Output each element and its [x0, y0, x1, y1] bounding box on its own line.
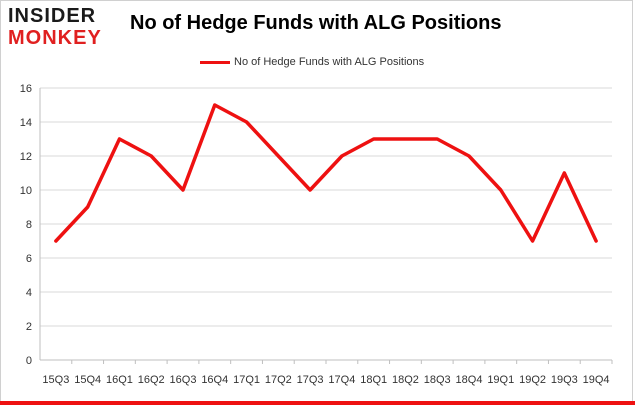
data-point	[531, 239, 535, 243]
data-point	[435, 137, 439, 141]
y-tick-label: 2	[26, 321, 32, 333]
data-point	[117, 137, 121, 141]
x-tick-label: 19Q3	[551, 374, 578, 386]
chart-legend: No of Hedge Funds with ALG Positions	[200, 55, 424, 69]
y-tick-label: 14	[20, 117, 32, 129]
data-point	[149, 154, 153, 158]
x-tick-label: 16Q4	[201, 374, 228, 386]
y-tick-label: 0	[26, 355, 32, 367]
x-tick-label: 17Q2	[265, 374, 292, 386]
logo-line-1: INSIDER	[8, 5, 97, 27]
y-tick-label: 16	[20, 83, 32, 95]
data-point	[562, 171, 566, 175]
x-tick-label: 16Q3	[170, 374, 197, 386]
legend-swatch	[200, 60, 230, 64]
data-point	[86, 205, 90, 209]
data-point	[403, 137, 407, 141]
x-tick-label: 17Q4	[328, 374, 355, 386]
x-tick-label: 19Q4	[583, 374, 610, 386]
insider-monkey-logo: INSIDER MONKEY	[8, 6, 118, 48]
data-point	[213, 103, 217, 107]
x-tick-label: 15Q3	[42, 374, 69, 386]
x-tick-label: 18Q1	[360, 374, 387, 386]
y-tick-label: 4	[26, 287, 32, 299]
data-point	[54, 239, 58, 243]
x-tick-label: 18Q3	[424, 374, 451, 386]
data-point	[594, 239, 598, 243]
data-point	[499, 188, 503, 192]
x-tick-label: 18Q4	[456, 374, 483, 386]
y-tick-label: 12	[20, 151, 32, 163]
x-tick-label: 15Q4	[74, 374, 101, 386]
y-tick-label: 10	[20, 185, 32, 197]
x-tick-label: 16Q1	[106, 374, 133, 386]
data-point	[245, 120, 249, 124]
bottom-accent-bar	[0, 401, 635, 405]
x-tick-label: 17Q1	[233, 374, 260, 386]
data-point	[372, 137, 376, 141]
x-tick-label: 19Q1	[487, 374, 514, 386]
legend-label: No of Hedge Funds with ALG Positions	[234, 56, 425, 68]
chart-title: No of Hedge Funds with ALG Positions	[130, 12, 502, 34]
data-point	[181, 188, 185, 192]
x-tick-label: 17Q3	[297, 374, 324, 386]
y-tick-label: 6	[26, 253, 32, 265]
y-tick-label: 8	[26, 219, 32, 231]
data-point	[467, 154, 471, 158]
logo-line-2: MONKEY	[8, 27, 102, 49]
series-line	[54, 103, 598, 243]
data-point	[276, 154, 280, 158]
data-point	[308, 188, 312, 192]
data-point	[340, 154, 344, 158]
x-tick-label: 16Q2	[138, 374, 165, 386]
x-tick-label: 19Q2	[519, 374, 546, 386]
x-tick-label: 18Q2	[392, 374, 419, 386]
